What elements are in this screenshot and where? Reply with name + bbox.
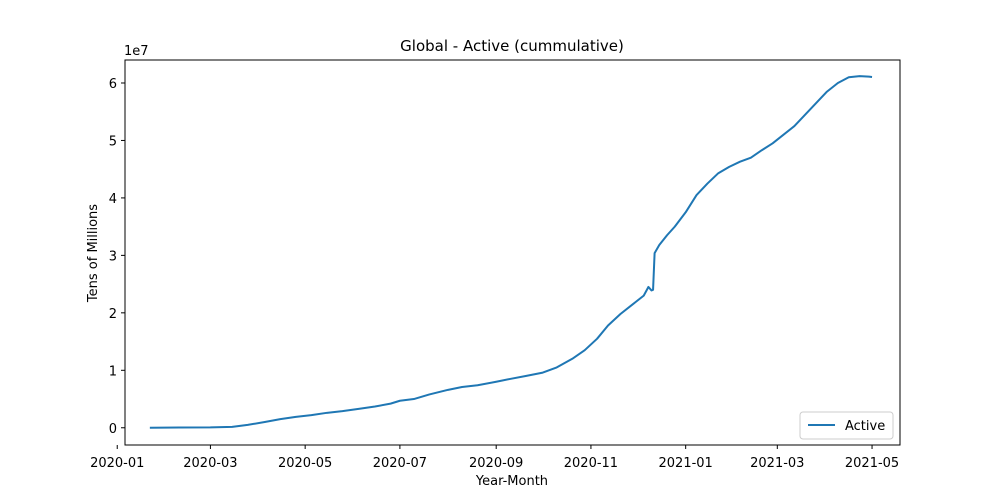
x-tick-label: 2020-01 xyxy=(90,456,144,471)
y-tick-label: 3 xyxy=(109,249,117,264)
y-tick-label: 0 xyxy=(109,422,117,437)
y-axis-label: Tens of Millions xyxy=(86,204,101,303)
plot-frame xyxy=(124,59,901,446)
y-tick-label: 6 xyxy=(109,77,117,92)
x-tick-label: 2020-07 xyxy=(373,456,427,471)
y-axis-offset-label: 1e7 xyxy=(124,44,149,59)
y-axis: 0 1 2 3 4 5 6 xyxy=(109,77,125,437)
x-tick-label: 2021-03 xyxy=(750,456,804,471)
x-tick-label: 2021-01 xyxy=(659,456,713,471)
x-tick-label: 2020-09 xyxy=(469,456,523,471)
x-tick-label: 2020-03 xyxy=(183,456,237,471)
x-tick-label: 2020-05 xyxy=(278,456,332,471)
y-tick-label: 2 xyxy=(109,307,117,322)
y-tick-label: 5 xyxy=(109,134,117,149)
x-tick-label: 2021-05 xyxy=(845,456,899,471)
legend-label-active: Active xyxy=(845,419,885,434)
chart-title: Global - Active (cummulative) xyxy=(400,37,624,55)
x-axis: 2020-01 2020-03 2020-05 2020-07 2020-09 2020-… xyxy=(90,445,899,471)
y-tick-label: 1 xyxy=(109,364,117,379)
legend-box xyxy=(799,411,894,440)
legend: Active xyxy=(799,411,894,440)
x-tick-label: 2020-11 xyxy=(564,456,618,471)
plot-area xyxy=(124,59,901,446)
y-tick-label: 4 xyxy=(109,192,117,207)
x-axis-label: Year-Month xyxy=(475,474,548,489)
series-line-active xyxy=(149,75,873,429)
